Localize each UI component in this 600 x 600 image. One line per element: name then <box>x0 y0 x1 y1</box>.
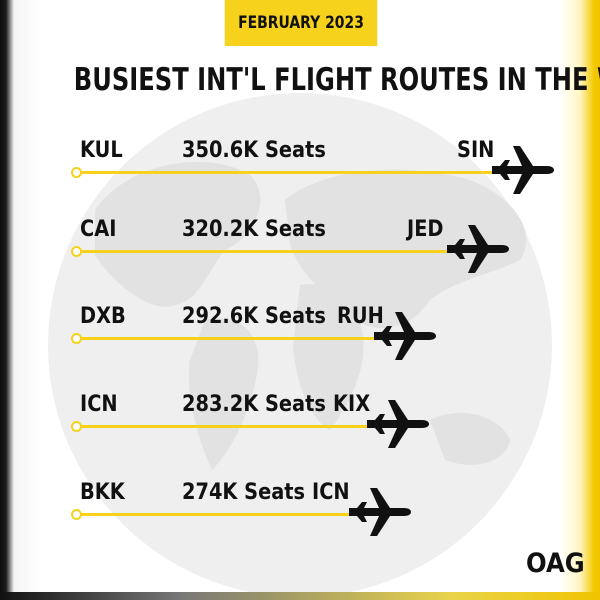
origin-code: DXB <box>80 304 126 329</box>
date-badge: FEBRUARY 2023 <box>224 0 378 46</box>
route-row: BKK 274K Seats ICN <box>0 480 600 560</box>
destination-code: RUH <box>337 304 384 329</box>
route-line <box>76 250 475 253</box>
origin-code: KUL <box>80 138 123 163</box>
route-line <box>76 171 520 174</box>
airplane-icon <box>367 400 429 448</box>
airplane-icon <box>447 225 509 273</box>
route-row: ICN 283.2K Seats KIX <box>0 392 600 472</box>
seats-label: 292.6K Seats <box>182 304 326 329</box>
seats-label: 283.2K Seats <box>182 392 326 417</box>
airplane-icon <box>374 312 436 360</box>
route-row: KUL 350.6K Seats SIN <box>0 138 600 218</box>
origin-dot <box>71 333 82 344</box>
destination-code: SIN <box>457 138 495 163</box>
oag-logo: OAG <box>526 548 585 579</box>
date-text: FEBRUARY 2023 <box>238 13 364 33</box>
destination-code: ICN <box>312 480 350 505</box>
origin-code: BKK <box>80 480 125 505</box>
origin-dot <box>71 421 82 432</box>
destination-code: JED <box>407 217 444 242</box>
route-line <box>76 337 410 340</box>
origin-dot <box>71 167 82 178</box>
origin-dot <box>71 246 82 257</box>
airplane-icon <box>492 146 554 194</box>
chart-title: BUSIEST INT'L FLIGHT ROUTES IN THE WORLD <box>73 62 600 98</box>
route-row: DXB 292.6K Seats RUH <box>0 304 600 384</box>
seats-label: 274K Seats <box>182 480 306 505</box>
seats-label: 320.2K Seats <box>182 217 326 242</box>
origin-dot <box>71 509 82 520</box>
origin-code: ICN <box>80 392 118 417</box>
origin-code: CAI <box>80 217 117 242</box>
route-line <box>76 513 380 516</box>
destination-code: KIX <box>333 392 371 417</box>
airplane-icon <box>349 488 411 536</box>
route-row: CAI 320.2K Seats JED <box>0 217 600 297</box>
seats-label: 350.6K Seats <box>182 138 326 163</box>
route-line <box>76 425 400 428</box>
